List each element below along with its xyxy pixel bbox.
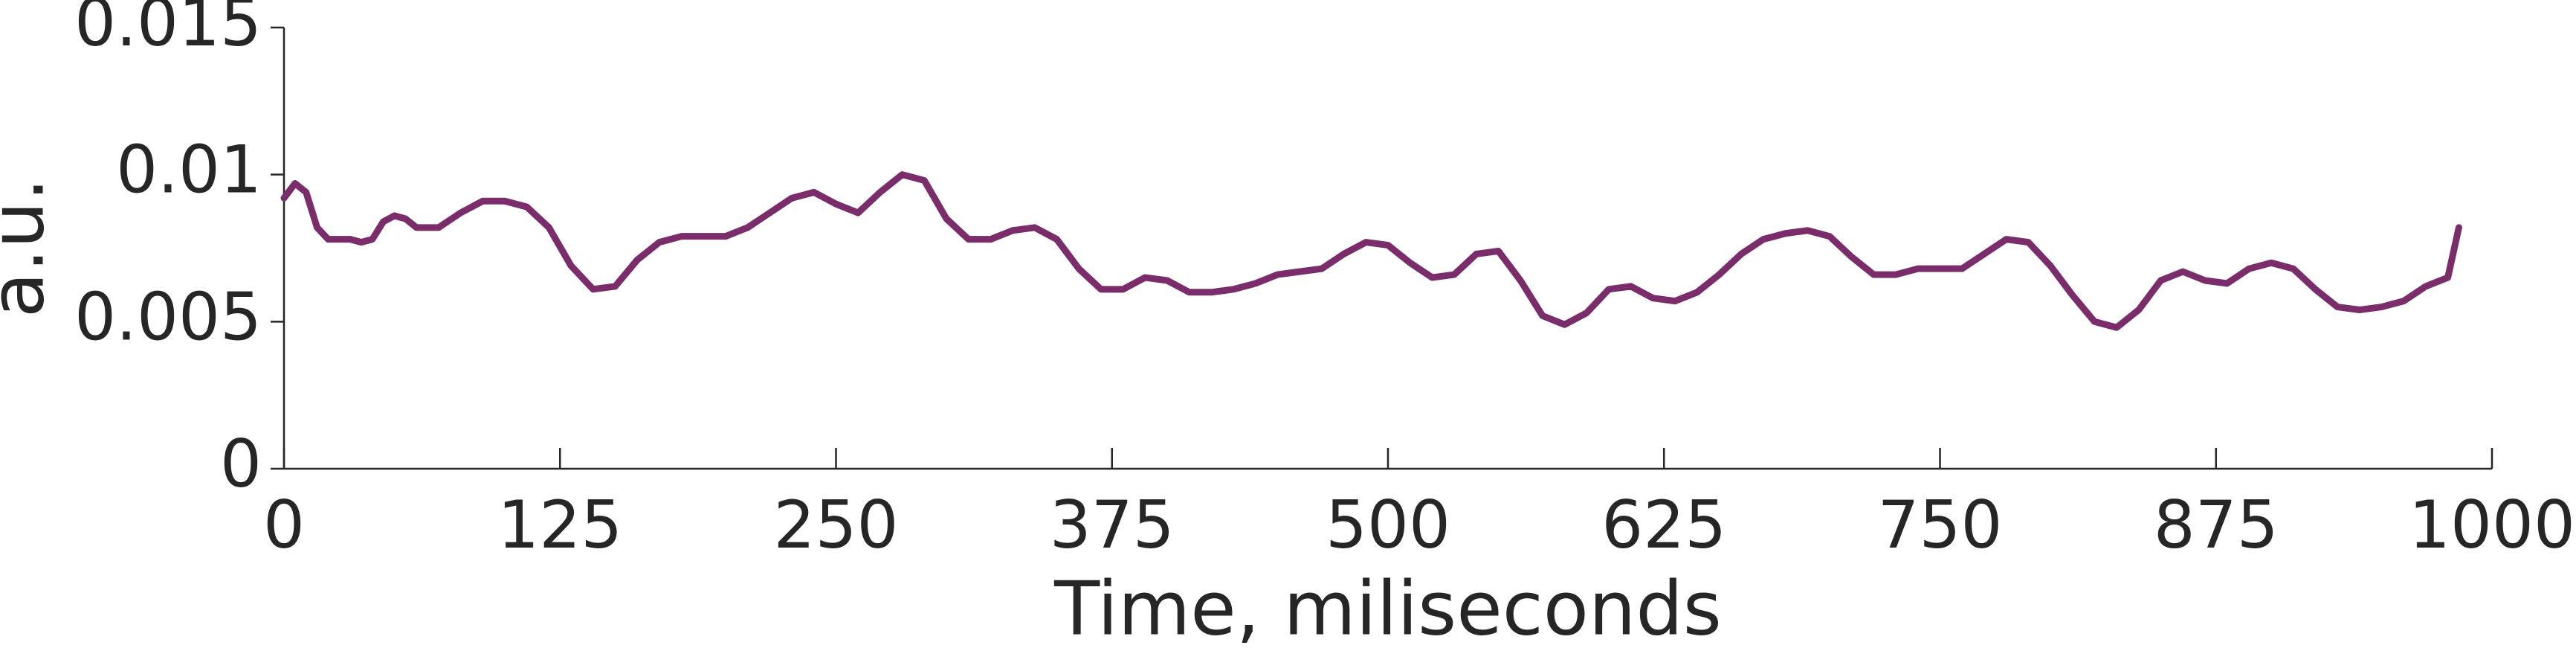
x-tick-label: 0 bbox=[263, 487, 305, 563]
x-tick-label: 625 bbox=[1601, 487, 1726, 563]
x-tick-label: 500 bbox=[1326, 487, 1450, 563]
x-tick-label: 375 bbox=[1050, 487, 1175, 563]
x-tick-label: 250 bbox=[774, 487, 899, 563]
x-tick-label: 750 bbox=[1878, 487, 2003, 563]
y-tick-label: 0 bbox=[220, 426, 262, 502]
y-tick-label: 0.015 bbox=[74, 0, 262, 61]
x-tick-label: 1000 bbox=[2409, 487, 2575, 563]
y-axis-label: a.u. bbox=[0, 178, 60, 318]
y-tick-label: 0.005 bbox=[74, 278, 262, 355]
data-line bbox=[280, 171, 2462, 331]
y-tick-label: 0.01 bbox=[116, 132, 262, 208]
x-tick-label: 875 bbox=[2154, 487, 2279, 563]
x-tick-label: 125 bbox=[497, 487, 622, 563]
x-axis-label: Time, miliseconds bbox=[1053, 565, 1722, 651]
